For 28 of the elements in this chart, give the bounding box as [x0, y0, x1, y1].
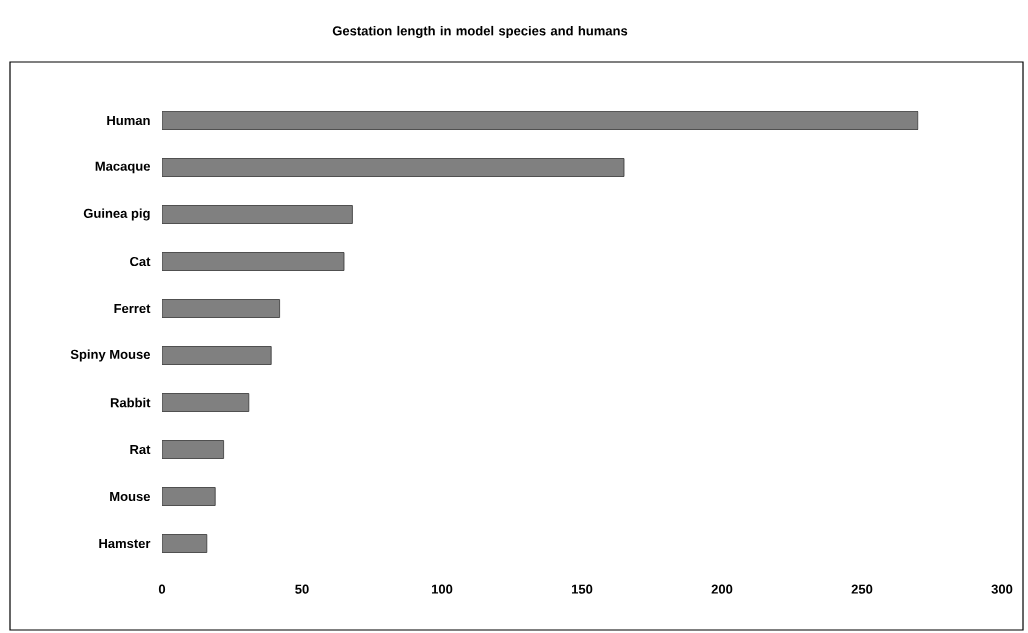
bar	[162, 111, 919, 130]
bar	[162, 440, 224, 459]
bar	[162, 252, 345, 271]
x-tick-label: 250	[851, 584, 873, 594]
x-tick-label: 150	[571, 584, 593, 594]
y-tick-label: Mouse	[110, 491, 151, 502]
bar	[162, 487, 216, 506]
bar	[162, 158, 625, 177]
bar	[162, 534, 208, 553]
x-tick-label: 0	[158, 584, 166, 594]
bar	[162, 205, 353, 224]
x-tick-label: 300	[991, 584, 1013, 594]
bar	[162, 346, 272, 365]
y-tick-label: Guinea pig	[83, 208, 150, 221]
y-tick-label: Spiny Mouse	[70, 349, 151, 362]
y-tick-label: Macaque	[95, 161, 151, 174]
x-tick-label: 100	[431, 584, 453, 594]
chart-title: Gestation length in model species and humans	[332, 25, 628, 39]
bar	[162, 299, 280, 318]
y-tick-label: Rabbit	[110, 397, 151, 408]
y-tick-label: Rat	[130, 444, 151, 455]
x-tick-label: 200	[711, 584, 733, 594]
bar	[162, 393, 250, 412]
y-tick-label: Ferret	[114, 303, 151, 314]
y-tick-label: Cat	[130, 256, 151, 267]
y-tick-label: Hamster	[99, 538, 151, 549]
y-tick-label: Human	[107, 115, 150, 126]
x-tick-label: 50	[295, 584, 309, 594]
